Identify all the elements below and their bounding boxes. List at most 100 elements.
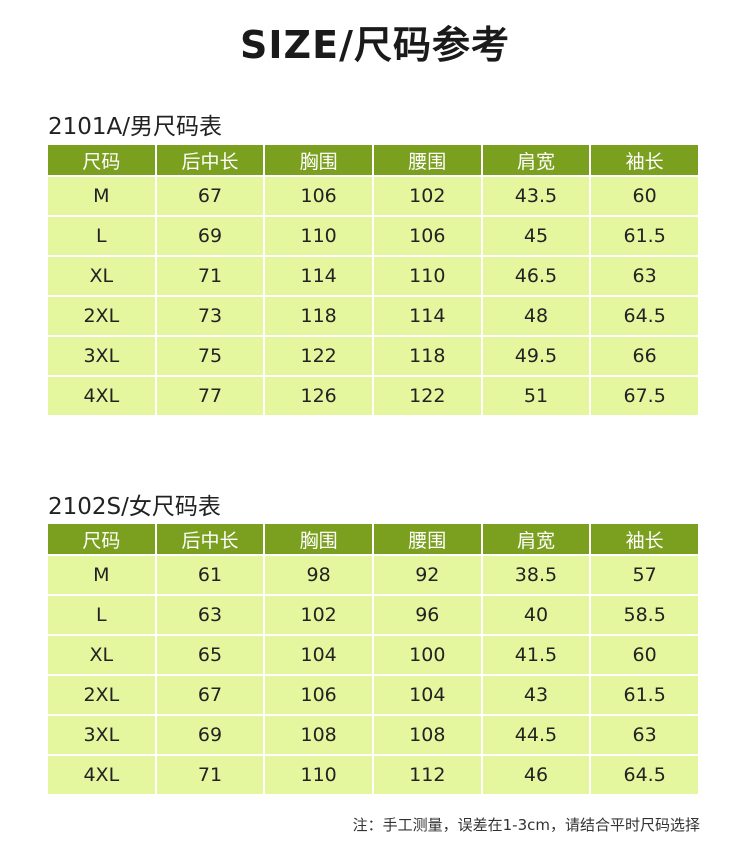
table-cell: 102 [373,177,481,215]
table-cell: 69 [156,716,264,754]
table-cell: 2XL [48,676,155,714]
table-cell: 102 [265,596,372,634]
table-cell: 110 [265,756,372,794]
table-cell: 67 [156,676,264,714]
table-cell: XL [48,257,155,295]
table-header-row: 尺码 后中长 胸围 腰围 肩宽 袖长 [48,524,698,554]
column-header: 腰围 [373,145,481,175]
table-cell: 40 [482,596,590,634]
table-cell: 98 [265,556,372,594]
table-cell: 73 [156,297,264,335]
men-section-title: 2101A/男尺码表 [48,114,223,140]
table-cell: 57 [591,556,698,594]
column-header: 后中长 [156,145,264,175]
women-section-title: 2102S/女尺码表 [48,494,221,520]
table-cell: 3XL [48,337,155,375]
women-size-table: 尺码 后中长 胸围 腰围 肩宽 袖长 M 61 98 92 38.5 57 L … [46,522,700,796]
table-cell: 45 [482,217,590,255]
table-cell: 60 [591,177,698,215]
table-cell: 46 [482,756,590,794]
table-cell: 61.5 [591,217,698,255]
table-cell: 66 [591,337,698,375]
table-cell: 38.5 [482,556,590,594]
table-cell: 92 [373,556,481,594]
table-cell: 71 [156,257,264,295]
table-cell: 71 [156,756,264,794]
table-row: L 63 102 96 40 58.5 [48,596,698,634]
table-cell: 118 [265,297,372,335]
table-cell: 118 [373,337,481,375]
table-cell: XL [48,636,155,674]
table-cell: 51 [482,377,590,415]
table-row: 2XL 73 118 114 48 64.5 [48,297,698,335]
table-row: M 61 98 92 38.5 57 [48,556,698,594]
table-cell: 61 [156,556,264,594]
table-cell: 69 [156,217,264,255]
table-cell: 108 [265,716,372,754]
table-cell: L [48,217,155,255]
table-cell: 67.5 [591,377,698,415]
table-cell: 4XL [48,377,155,415]
table-cell: 64.5 [591,297,698,335]
column-header: 腰围 [373,524,481,554]
men-size-table: 尺码 后中长 胸围 腰围 肩宽 袖长 M 67 106 102 43.5 60 … [46,143,700,417]
table-cell: L [48,596,155,634]
table-cell: 122 [265,337,372,375]
table-cell: 48 [482,297,590,335]
measurement-note: 注：手工测量，误差在1-3cm，请结合平时尺码选择 [352,816,700,834]
table-row: 3XL 75 122 118 49.5 66 [48,337,698,375]
table-cell: 106 [265,177,372,215]
table-cell: M [48,177,155,215]
table-cell: 96 [373,596,481,634]
table-cell: 44.5 [482,716,590,754]
table-row: 4XL 71 110 112 46 64.5 [48,756,698,794]
table-row: XL 71 114 110 46.5 63 [48,257,698,295]
table-cell: 4XL [48,756,155,794]
table-cell: 3XL [48,716,155,754]
table-cell: 60 [591,636,698,674]
table-cell: 63 [156,596,264,634]
page-title: SIZE/尺码参考 [240,23,510,67]
column-header: 胸围 [265,145,372,175]
table-cell: 104 [373,676,481,714]
table-row: 4XL 77 126 122 51 67.5 [48,377,698,415]
table-row: XL 65 104 100 41.5 60 [48,636,698,674]
table-cell: 64.5 [591,756,698,794]
table-cell: 110 [265,217,372,255]
table-row: M 67 106 102 43.5 60 [48,177,698,215]
table-cell: 41.5 [482,636,590,674]
table-cell: 63 [591,257,698,295]
table-cell: 122 [373,377,481,415]
table-row: L 69 110 106 45 61.5 [48,217,698,255]
table-cell: 2XL [48,297,155,335]
table-row: 2XL 67 106 104 43 61.5 [48,676,698,714]
column-header: 袖长 [591,145,698,175]
table-cell: M [48,556,155,594]
column-header: 尺码 [48,145,155,175]
table-cell: 77 [156,377,264,415]
table-cell: 100 [373,636,481,674]
table-cell: 108 [373,716,481,754]
table-cell: 43 [482,676,590,714]
table-cell: 126 [265,377,372,415]
table-cell: 61.5 [591,676,698,714]
column-header: 肩宽 [482,524,590,554]
table-cell: 43.5 [482,177,590,215]
table-cell: 75 [156,337,264,375]
column-header: 胸围 [265,524,372,554]
table-cell: 110 [373,257,481,295]
table-cell: 106 [373,217,481,255]
table-cell: 49.5 [482,337,590,375]
table-cell: 104 [265,636,372,674]
table-cell: 65 [156,636,264,674]
table-cell: 67 [156,177,264,215]
table-cell: 106 [265,676,372,714]
column-header: 袖长 [591,524,698,554]
table-cell: 114 [265,257,372,295]
table-header-row: 尺码 后中长 胸围 腰围 肩宽 袖长 [48,145,698,175]
column-header: 尺码 [48,524,155,554]
table-cell: 112 [373,756,481,794]
column-header: 肩宽 [482,145,590,175]
column-header: 后中长 [156,524,264,554]
table-cell: 58.5 [591,596,698,634]
